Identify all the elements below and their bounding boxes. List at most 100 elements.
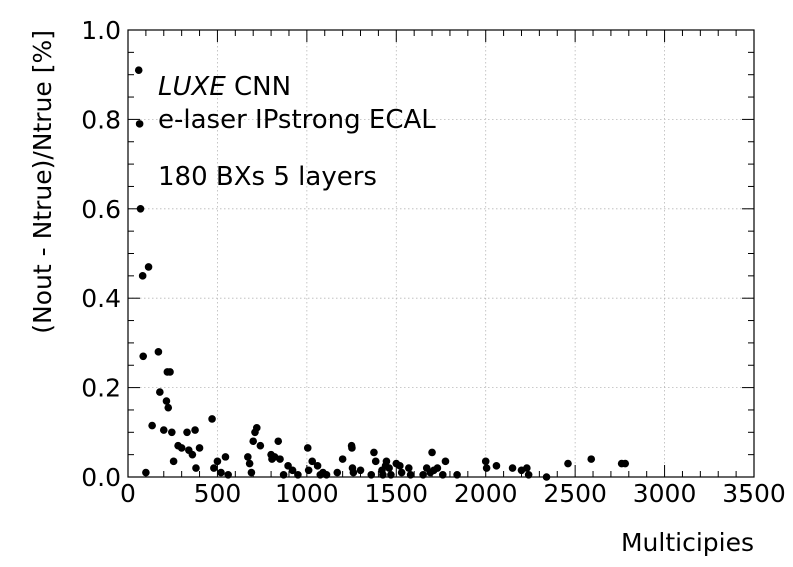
x-tick-label: 1000 [275, 479, 339, 508]
data-point [438, 470, 447, 479]
data-point [313, 462, 322, 470]
data-point [419, 470, 427, 479]
data-point [322, 470, 331, 479]
data-point [396, 462, 404, 470]
data-point [162, 397, 171, 405]
x-tick-labels: 0 500 1000 1500 2000 2500 3000 3500 [120, 479, 786, 508]
data-point [621, 459, 630, 468]
data-point [154, 348, 163, 356]
x-tick-label: 3500 [722, 479, 786, 508]
data-point [183, 428, 191, 437]
data-point [144, 263, 153, 271]
data-point [247, 468, 256, 477]
data-point [333, 468, 342, 477]
data-point [294, 470, 302, 479]
data-point [138, 272, 147, 280]
data-point [213, 457, 222, 466]
data-point [166, 368, 174, 376]
annotation-experiment: LUXE [158, 72, 226, 102]
data-point [428, 448, 436, 457]
data-point [482, 464, 491, 472]
data-point [217, 468, 225, 477]
data-point [308, 457, 317, 466]
data-point [195, 444, 204, 452]
points-layer [134, 66, 630, 481]
data-point [244, 453, 252, 461]
data-point [245, 459, 254, 468]
data-point [441, 457, 450, 466]
grid-layer [128, 30, 754, 477]
data-point [279, 470, 288, 479]
annotation-title: LUXE CNN [158, 72, 291, 102]
data-point [405, 464, 413, 472]
data-point [164, 403, 173, 412]
data-point [208, 415, 216, 423]
y-tick-label: 0.0 [81, 463, 121, 492]
data-point [349, 468, 358, 477]
data-point [159, 426, 168, 434]
data-point [371, 457, 380, 466]
data-point [221, 453, 230, 461]
data-point [587, 455, 596, 463]
data-point [274, 437, 283, 446]
data-point [304, 466, 313, 475]
x-tick-label: 2500 [543, 479, 607, 508]
data-point [148, 421, 156, 430]
data-point [453, 470, 461, 479]
data-point [191, 426, 199, 434]
data-point [382, 457, 391, 466]
annotation-setup: e-laser IPstrong ECAL [158, 105, 436, 135]
data-point [168, 428, 176, 437]
annotation-method: CNN [226, 72, 291, 102]
data-point [134, 66, 143, 75]
data-point [135, 120, 144, 128]
annotation-config: 180 BXs 5 layers [158, 162, 377, 192]
data-point [276, 455, 284, 463]
data-point [379, 470, 387, 479]
y-tick-label: 0.8 [81, 105, 121, 134]
data-point [492, 462, 501, 470]
data-point [348, 444, 356, 452]
data-point [136, 205, 145, 213]
x-tick-label: 3000 [633, 479, 697, 508]
y-tick-labels: 0.0 0.2 0.4 0.6 0.8 1.0 [81, 16, 121, 492]
data-point [288, 466, 297, 475]
data-point [156, 388, 164, 396]
data-point [192, 464, 200, 472]
data-point [188, 450, 197, 459]
y-tick-label: 1.0 [81, 16, 121, 45]
data-point [303, 444, 312, 452]
x-tick-label: 500 [194, 479, 242, 508]
data-point [524, 470, 533, 479]
data-point [385, 464, 393, 472]
data-point [139, 352, 148, 361]
data-point [356, 466, 365, 475]
x-axis-label: Multicipies [621, 528, 754, 557]
x-tick-label: 2000 [454, 479, 518, 508]
data-point [256, 441, 265, 450]
data-point [481, 457, 490, 466]
data-point [249, 437, 257, 446]
data-point [523, 464, 531, 472]
data-point [367, 470, 376, 479]
y-tick-label: 0.4 [81, 284, 121, 313]
data-point [387, 470, 395, 479]
data-point [397, 468, 406, 477]
data-point [406, 470, 415, 479]
x-tick-label: 0 [120, 479, 136, 508]
data-point [142, 468, 150, 477]
data-point [433, 464, 442, 472]
x-tick-label: 1500 [364, 479, 428, 508]
data-point [338, 455, 347, 463]
data-point [508, 464, 517, 472]
data-point [210, 464, 218, 472]
y-tick-label: 0.6 [81, 195, 121, 224]
data-point [169, 457, 178, 466]
data-point [370, 448, 378, 457]
data-point [177, 444, 186, 452]
data-point [252, 424, 261, 432]
data-point [542, 473, 551, 481]
data-point [224, 470, 232, 479]
data-point [564, 459, 572, 468]
